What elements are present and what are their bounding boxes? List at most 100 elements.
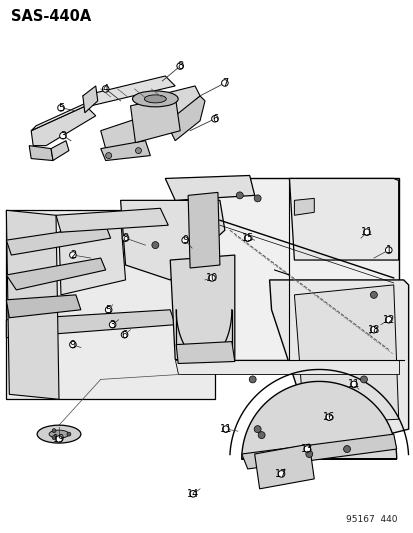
Polygon shape	[241, 434, 396, 469]
Text: 14: 14	[187, 489, 199, 499]
Text: 12: 12	[382, 314, 394, 325]
Text: 1: 1	[385, 245, 391, 255]
Text: 5: 5	[58, 103, 64, 113]
Text: 11: 11	[347, 379, 359, 390]
Polygon shape	[6, 258, 105, 290]
Ellipse shape	[37, 425, 81, 443]
Polygon shape	[59, 218, 125, 295]
Polygon shape	[176, 342, 234, 364]
Polygon shape	[289, 179, 398, 260]
Ellipse shape	[132, 91, 178, 107]
Polygon shape	[241, 382, 396, 459]
Text: 6: 6	[211, 114, 218, 124]
Text: SAS-440A: SAS-440A	[11, 10, 91, 25]
Circle shape	[254, 195, 261, 202]
Polygon shape	[165, 175, 254, 200]
Text: 10: 10	[205, 273, 218, 283]
Text: 3: 3	[109, 320, 115, 330]
Polygon shape	[83, 76, 175, 106]
Polygon shape	[269, 280, 408, 434]
Text: 5: 5	[105, 305, 112, 315]
Circle shape	[135, 148, 141, 154]
Circle shape	[52, 435, 56, 440]
Polygon shape	[170, 255, 234, 360]
Text: 13: 13	[301, 444, 313, 454]
Polygon shape	[165, 96, 204, 141]
Circle shape	[211, 116, 218, 122]
Circle shape	[121, 332, 128, 338]
Polygon shape	[188, 192, 219, 268]
Polygon shape	[175, 360, 398, 375]
Circle shape	[254, 426, 261, 433]
Circle shape	[222, 426, 229, 432]
Circle shape	[109, 321, 116, 328]
Text: 6: 6	[121, 329, 127, 340]
Text: 16: 16	[322, 412, 335, 422]
Circle shape	[57, 104, 64, 111]
Circle shape	[385, 247, 391, 253]
Polygon shape	[29, 146, 53, 160]
Polygon shape	[6, 211, 59, 399]
Text: 4: 4	[102, 84, 109, 94]
Text: 8: 8	[177, 61, 183, 71]
Polygon shape	[6, 295, 81, 318]
Circle shape	[69, 341, 76, 348]
Circle shape	[59, 132, 66, 139]
Text: 15: 15	[241, 233, 253, 243]
Circle shape	[244, 235, 250, 241]
Polygon shape	[6, 225, 110, 255]
Polygon shape	[6, 211, 214, 399]
Circle shape	[236, 192, 243, 199]
Circle shape	[370, 326, 376, 333]
Polygon shape	[155, 86, 199, 121]
Circle shape	[176, 63, 183, 69]
Text: 2: 2	[70, 250, 76, 260]
Circle shape	[370, 292, 376, 298]
Polygon shape	[294, 198, 313, 215]
Circle shape	[350, 381, 356, 387]
Polygon shape	[294, 285, 398, 424]
Text: 7: 7	[221, 78, 228, 88]
Circle shape	[221, 79, 228, 86]
Polygon shape	[6, 310, 175, 337]
Polygon shape	[31, 106, 95, 146]
Circle shape	[56, 436, 62, 442]
Circle shape	[363, 229, 369, 236]
Circle shape	[325, 414, 332, 421]
Circle shape	[181, 237, 188, 244]
Ellipse shape	[49, 430, 69, 438]
Circle shape	[152, 241, 159, 248]
Text: 18: 18	[367, 325, 379, 335]
Circle shape	[258, 432, 264, 439]
Circle shape	[343, 446, 350, 453]
Circle shape	[105, 306, 112, 313]
Circle shape	[102, 86, 109, 92]
Circle shape	[67, 432, 71, 436]
Circle shape	[52, 429, 56, 433]
Text: 3: 3	[60, 131, 66, 141]
Polygon shape	[100, 141, 150, 160]
Circle shape	[385, 317, 391, 323]
Circle shape	[303, 446, 310, 453]
Polygon shape	[254, 444, 313, 489]
Polygon shape	[56, 208, 168, 232]
Polygon shape	[51, 141, 69, 160]
Circle shape	[360, 376, 366, 383]
Polygon shape	[130, 96, 180, 143]
Polygon shape	[100, 116, 150, 149]
Polygon shape	[31, 101, 90, 131]
Text: 11: 11	[360, 227, 372, 237]
Circle shape	[278, 471, 284, 477]
Text: 17: 17	[275, 469, 287, 479]
Text: 8: 8	[122, 233, 128, 243]
Polygon shape	[83, 86, 97, 113]
Text: 95167  440: 95167 440	[345, 515, 397, 523]
Ellipse shape	[144, 95, 166, 103]
Circle shape	[69, 252, 76, 259]
Circle shape	[305, 450, 312, 457]
Text: 11: 11	[219, 424, 231, 434]
Circle shape	[105, 152, 112, 158]
Text: 9: 9	[70, 340, 76, 350]
Text: 19: 19	[53, 434, 65, 444]
Polygon shape	[180, 179, 398, 360]
